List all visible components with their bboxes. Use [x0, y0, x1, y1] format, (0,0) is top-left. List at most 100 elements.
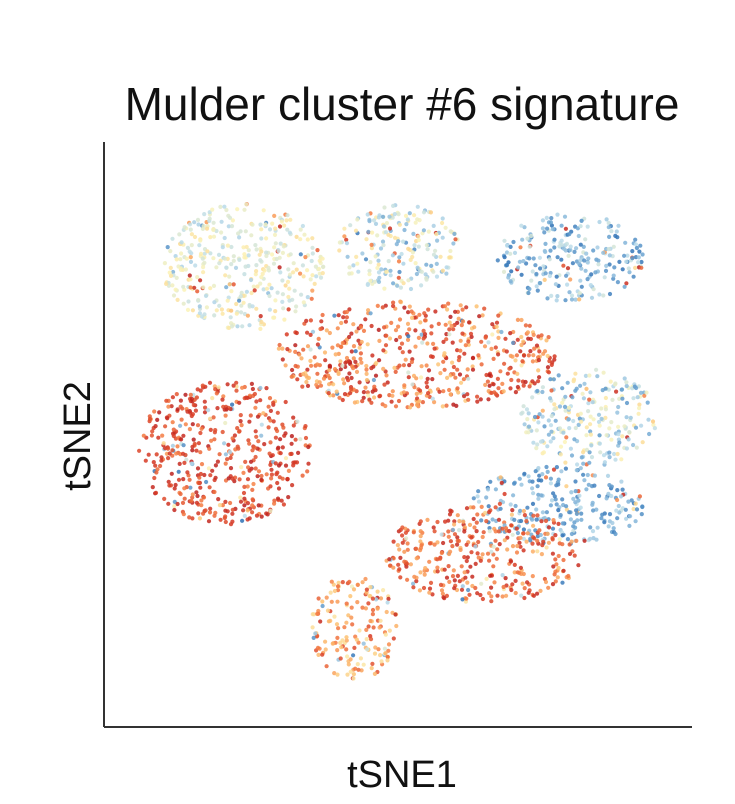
scatter-point-1873: [609, 437, 614, 442]
scatter-point-1178: [351, 366, 356, 371]
scatter-point-216: [201, 224, 206, 229]
scatter-point-1532: [167, 451, 172, 456]
scatter-point-1043: [458, 348, 463, 353]
scatter-point-743: [543, 271, 548, 276]
scatter-point-2788: [368, 594, 373, 599]
scatter-point-124: [298, 227, 303, 232]
scatter-point-2789: [315, 645, 321, 650]
scatter-point-1361: [414, 402, 420, 407]
scatter-point-1420: [207, 485, 212, 490]
scatter-point-1252: [496, 313, 501, 318]
scatter-point-307: [246, 253, 251, 258]
scatter-point-1298: [344, 309, 349, 315]
scatter-point-1723: [276, 486, 282, 491]
scatter-point-1833: [628, 415, 633, 420]
scatter-point-1170: [397, 346, 402, 351]
scatter-point-2054: [569, 453, 575, 458]
scatter-point-1008: [453, 309, 458, 314]
scatter-point-1759: [181, 512, 186, 517]
scatter-point-1944: [624, 446, 630, 451]
scatter-point-1945: [551, 436, 556, 441]
scatter-point-2460: [452, 532, 458, 537]
scatter-point-2050: [603, 386, 608, 391]
scatter-point-791: [552, 245, 557, 250]
scatter-point-2132: [548, 476, 554, 481]
scatter-point-2364: [471, 516, 476, 522]
scatter-point-2002: [578, 419, 584, 424]
scatter-point-1711: [241, 508, 246, 513]
scatter-point-1171: [494, 324, 499, 329]
scatter-point-1084: [496, 352, 501, 357]
scatter-point-1528: [199, 498, 204, 503]
scatter-point-102: [283, 283, 288, 288]
scatter-point-2062: [526, 430, 531, 435]
scatter-point-289: [257, 252, 262, 257]
scatter-point-732: [527, 244, 532, 249]
scatter-point-1198: [368, 311, 373, 316]
scatter-point-2813: [383, 651, 388, 656]
scatter-point-2802: [368, 637, 374, 642]
scatter-point-616: [549, 293, 554, 298]
scatter-point-2250: [594, 507, 599, 512]
scatter-point-88: [277, 265, 282, 270]
scatter-point-2026: [615, 410, 620, 415]
scatter-point-2176: [567, 510, 572, 515]
scatter-point-1025: [391, 300, 396, 305]
scatter-point-33: [273, 298, 278, 303]
scatter-point-711: [495, 258, 500, 263]
scatter-point-2052: [562, 404, 568, 409]
scatter-point-1086: [365, 390, 370, 395]
scatter-point-225: [321, 264, 326, 269]
scatter-point-1589: [216, 385, 221, 390]
scatter-point-1496: [151, 460, 156, 465]
scatter-point-2759: [344, 601, 349, 606]
scatter-point-2009: [620, 434, 625, 439]
scatter-point-264: [189, 232, 194, 237]
scatter-point-280: [301, 300, 306, 305]
scatter-point-385: [440, 235, 445, 240]
scatter-point-445: [419, 283, 424, 288]
scatter-point-18: [282, 317, 287, 322]
scatter-point-2632: [427, 586, 433, 591]
scatter-point-2653: [448, 539, 453, 544]
scatter-point-645: [591, 248, 596, 253]
scatter-point-1691: [221, 394, 226, 399]
scatter-point-2467: [552, 572, 557, 577]
scatter-point-3: [217, 303, 222, 308]
scatter-point-2691: [336, 626, 341, 631]
scatter-point-2833: [351, 653, 356, 658]
scatter-point-1155: [408, 405, 413, 410]
scatter-point-2596: [432, 542, 437, 547]
scatter-point-640: [541, 264, 546, 269]
scatter-point-2566: [518, 535, 523, 541]
scatter-point-2599: [485, 551, 491, 556]
chart-title: Mulder cluster #6 signature: [125, 78, 680, 130]
scatter-point-1071: [342, 381, 347, 386]
scatter-point-2656: [455, 538, 460, 543]
scatter-point-2431: [440, 591, 445, 596]
scatter-point-1060: [390, 389, 395, 394]
scatter-point-2203: [609, 493, 614, 499]
scatter-point-2419: [458, 547, 463, 553]
scatter-point-2271: [578, 466, 583, 471]
scatter-point-1647: [169, 471, 174, 476]
scatter-point-1328: [421, 328, 426, 333]
scatter-point-2591: [537, 528, 542, 533]
scatter-point-371: [287, 272, 293, 277]
scatter-point-2220: [498, 475, 503, 480]
scatter-point-2777: [376, 647, 381, 652]
scatter-point-455: [376, 270, 382, 275]
scatter-point-2696: [331, 582, 336, 587]
scatter-point-2204: [535, 484, 540, 489]
scatter-point-1530: [191, 402, 196, 408]
scatter-point-918: [407, 327, 412, 332]
scatter-point-2661: [525, 580, 530, 585]
scatter-point-2488: [467, 522, 473, 528]
scatter-point-2326: [572, 553, 577, 558]
scatter-point-1159: [320, 312, 325, 318]
scatter-point-764: [537, 281, 542, 286]
scatter-point-1353: [318, 383, 324, 388]
scatter-point-2395: [522, 513, 528, 518]
scatter-point-2319: [397, 547, 402, 552]
scatter-point-726: [633, 237, 638, 242]
